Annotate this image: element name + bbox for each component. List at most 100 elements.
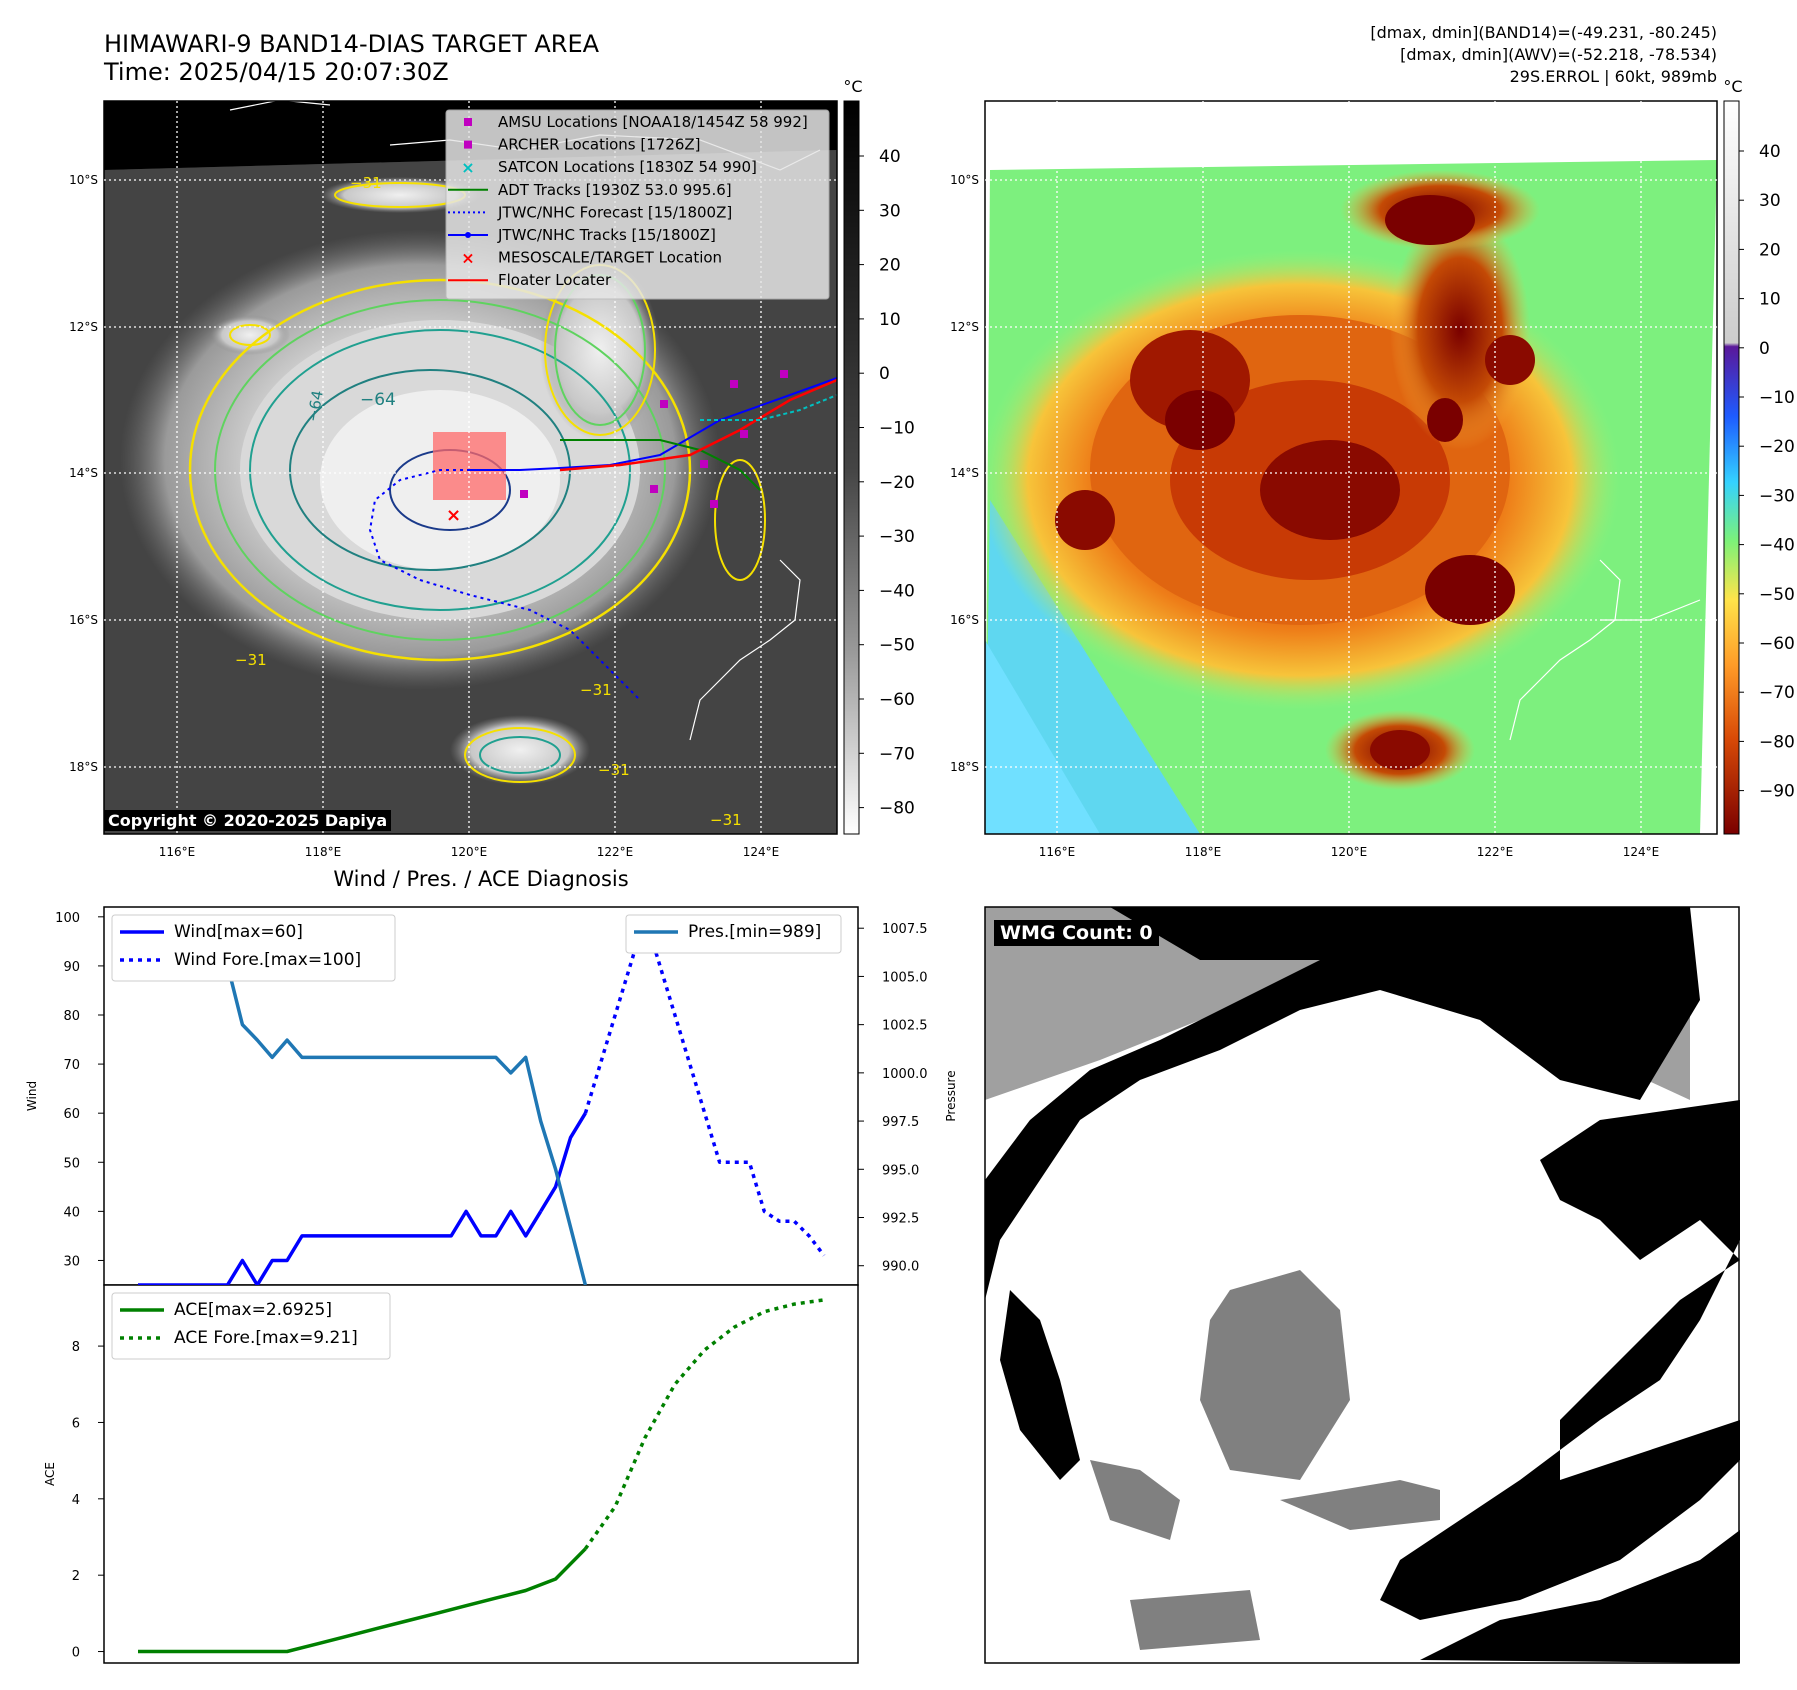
lat-label: 14°S xyxy=(69,466,98,480)
legend-box xyxy=(111,914,396,982)
legend-box xyxy=(625,914,842,954)
pressure-axis-ticks: 990.0 992.5 995.0 997.5 1000.0 1002.5 1005.0 10… xyxy=(858,922,928,1275)
colorbar-tick-label: 10 xyxy=(1759,290,1781,310)
pressure-tick-label: 995.0 xyxy=(882,1163,919,1178)
colorbar-tick-label: −30 xyxy=(1759,486,1795,506)
ace-axis-ticks: 0 2 4 6 8 xyxy=(72,1340,104,1661)
copyright-badge: Copyright © 2020-2025 Dapiya xyxy=(104,810,392,831)
lon-label: 124°E xyxy=(1623,845,1660,859)
legend-label: ACE[max=2.6925] xyxy=(174,1300,332,1320)
wind-tick-label: 80 xyxy=(63,1009,80,1024)
lat-label: 14°S xyxy=(950,466,979,480)
contour-label: −31 xyxy=(580,681,612,699)
series-line xyxy=(539,1112,587,1213)
lon-label: 118°E xyxy=(1185,845,1222,859)
colorbar-tick-label: 0 xyxy=(1759,339,1770,359)
lat-label: 12°S xyxy=(950,320,979,334)
color-colorbar-unit: °C xyxy=(1723,77,1742,96)
wind-tick-label: 50 xyxy=(63,1156,80,1171)
wmg-panel xyxy=(984,906,1740,1664)
colorbar-tick-label: 40 xyxy=(879,147,901,167)
legend-box xyxy=(111,1292,391,1360)
colorbar-tick-label: −40 xyxy=(879,581,915,601)
pressure-tick-label: 1007.5 xyxy=(882,922,928,937)
legend-label: Wind Fore.[max=100] xyxy=(174,950,361,970)
lon-label: 124°E xyxy=(743,845,780,859)
map-legend: AMSU Locations [NOAA18/1454Z 58 992] ARCH… xyxy=(445,109,830,300)
colorbar-tick-label: 30 xyxy=(879,201,901,221)
lon-label: 122°E xyxy=(1477,845,1514,859)
legend-label: ACE Fore.[max=9.21] xyxy=(174,1328,358,1348)
pressure-tick-label: 1002.5 xyxy=(882,1019,928,1034)
ir-color-map xyxy=(985,101,1717,834)
legend-label: SATCON Locations [1830Z 54 990] xyxy=(498,158,757,176)
color-colorbar xyxy=(1723,100,1740,835)
pressure-tick-label: 992.5 xyxy=(882,1212,919,1227)
colorbar-tick-label: −50 xyxy=(879,636,915,656)
series-line xyxy=(138,1209,543,1285)
color-map-gridlines: 10°S 12°S 14°S 16°S 18°S 116°E 118°E 120°E 122°E… xyxy=(950,101,1717,859)
ace-tick-label: 8 xyxy=(72,1340,80,1355)
wind-tick-label: 40 xyxy=(63,1205,80,1220)
lat-label: 16°S xyxy=(950,613,979,627)
wind-tick-label: 30 xyxy=(63,1254,80,1269)
wind-tick-label: 90 xyxy=(63,960,80,975)
colorbar-tick-label: −60 xyxy=(1759,634,1795,654)
lon-label: 118°E xyxy=(305,845,342,859)
legend-label: MESOSCALE/TARGET Location xyxy=(498,249,722,267)
pressure-tick-label: 1000.0 xyxy=(882,1067,928,1082)
legend-marker xyxy=(465,232,471,238)
lon-label: 120°E xyxy=(451,845,488,859)
legend-marker xyxy=(464,140,472,149)
colorbar-tick-label: −70 xyxy=(1759,683,1795,703)
ace-legend: ACE[max=2.6925] ACE Fore.[max=9.21] xyxy=(111,1292,391,1360)
legend-label: AMSU Locations [NOAA18/1454Z 58 992] xyxy=(498,113,808,131)
contour-label: −64 xyxy=(360,390,396,410)
colorbar-tick-label: −80 xyxy=(1759,732,1795,752)
lat-label: 10°S xyxy=(69,173,98,187)
contour-label: −31 xyxy=(350,174,382,192)
wind-tick-label: 60 xyxy=(63,1107,80,1122)
lon-label: 120°E xyxy=(1331,845,1368,859)
lat-label: 12°S xyxy=(69,320,98,334)
ace-tick-label: 6 xyxy=(72,1416,80,1431)
color-map-frame xyxy=(984,100,1718,835)
colorbar-tick-label: −20 xyxy=(1759,437,1795,457)
ace-tick-label: 2 xyxy=(72,1569,80,1584)
gray-colorbar-ticks: 40 30 20 10 0 −10 −20 −30 −40 −50 −60 −70 −80 xyxy=(859,147,915,819)
colorbar-tick-label: −70 xyxy=(879,744,915,764)
wind-legend: Wind[max=60] Wind Fore.[max=100] xyxy=(111,914,396,982)
series-line xyxy=(583,915,826,1257)
colorbar-tick-label: −20 xyxy=(879,473,915,493)
wind-axis-label: Wind xyxy=(25,1081,39,1111)
legend-label: ARCHER Locations [1726Z] xyxy=(498,136,701,154)
pressure-legend: Pres.[min=989] xyxy=(625,914,842,954)
wind-tick-label: 100 xyxy=(55,911,80,926)
pressure-tick-label: 990.0 xyxy=(882,1260,919,1275)
series-line xyxy=(583,1298,825,1550)
ace-tick-label: 0 xyxy=(72,1646,80,1661)
legend-marker xyxy=(464,118,472,126)
colorbar-tick-label: −40 xyxy=(1759,536,1795,556)
colorbar-tick-label: −50 xyxy=(1759,585,1795,605)
colorbar-tick-label: −80 xyxy=(879,799,915,819)
colorbar-tick-label: 40 xyxy=(1759,142,1781,162)
ace-plot xyxy=(138,1298,825,1654)
storm-info: 29S.ERROL | 60kt, 989mb xyxy=(1510,67,1717,86)
contour-label: −31 xyxy=(710,811,742,829)
legend-marker: × xyxy=(461,158,474,177)
gray-colorbar-unit: °C xyxy=(843,77,862,96)
legend-label: JTWC/NHC Forecast [15/1800Z] xyxy=(497,203,732,221)
legend-label: ADT Tracks [1930Z 53.0 995.6] xyxy=(498,181,732,199)
colorbar-tick-label: 10 xyxy=(879,310,901,330)
pressure-tick-label: 997.5 xyxy=(882,1115,919,1130)
figure-time: Time: 2025/04/15 20:07:30Z xyxy=(103,58,449,86)
ace-axis-label: ACE xyxy=(43,1462,57,1486)
legend-marker: × xyxy=(461,249,474,268)
contour-label: −31 xyxy=(235,651,267,669)
colorbar-tick-label: 0 xyxy=(879,364,890,384)
colorbar-tick-label: 30 xyxy=(1759,191,1781,211)
colorbar-tick-label: 20 xyxy=(879,256,901,276)
colorbar-tick-label: −10 xyxy=(1759,388,1795,408)
ir-map-gridlines: 10°S 12°S 14°S 16°S 18°S 116°E 118°E 120°E 122°E… xyxy=(69,101,837,859)
